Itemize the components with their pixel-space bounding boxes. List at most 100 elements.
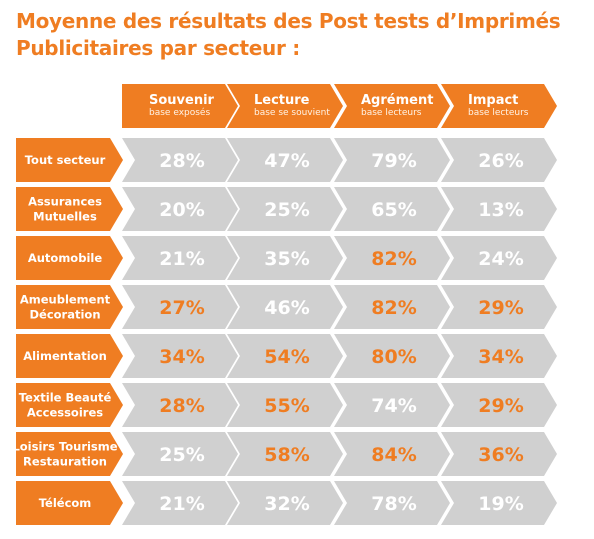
column-header-label: Agrément <box>361 93 433 108</box>
column-header-sublabel: base lecteurs <box>468 108 529 118</box>
row-label-text: Alimentation <box>23 349 107 363</box>
cell-value: 25% <box>159 444 204 466</box>
cell-loisirs-tourisme-restauration-lecture <box>227 432 343 476</box>
column-header-label: Impact <box>468 93 518 108</box>
cell-ameublement-decoration-agrement <box>334 285 450 329</box>
cell-loisirs-tourisme-restauration-souvenir <box>122 432 238 476</box>
cell-telecom-lecture <box>227 481 343 525</box>
column-header-agrement <box>334 84 450 128</box>
cell-tout-secteur-impact <box>441 138 557 182</box>
cell-value: 82% <box>371 297 416 319</box>
row-label-ameublement-decoration <box>16 285 123 329</box>
cell-value: 20% <box>159 199 204 221</box>
cell-value: 47% <box>264 150 309 172</box>
cell-tout-secteur-agrement <box>334 138 450 182</box>
cell-tout-secteur-souvenir <box>122 138 238 182</box>
cell-assurances-mutuelles-lecture <box>227 187 343 231</box>
column-header-sublabel: base se souvient <box>254 108 330 118</box>
cell-value: 34% <box>478 346 523 368</box>
row-label-text: Décoration <box>29 308 100 322</box>
cell-loisirs-tourisme-restauration-impact <box>441 432 557 476</box>
row-label-alimentation <box>16 334 123 378</box>
cell-value: 54% <box>264 346 309 368</box>
cell-value: 79% <box>371 150 416 172</box>
row-label-automobile <box>16 236 123 280</box>
column-header-impact <box>441 84 557 128</box>
column-header-souvenir <box>122 84 238 128</box>
cell-assurances-mutuelles-impact <box>441 187 557 231</box>
cell-automobile-lecture <box>227 236 343 280</box>
cell-telecom-impact <box>441 481 557 525</box>
cell-alimentation-souvenir <box>122 334 238 378</box>
column-header-sublabel: base exposés <box>149 107 210 118</box>
cell-value: 24% <box>478 248 523 270</box>
cell-value: 26% <box>478 150 523 172</box>
cell-value: 46% <box>264 297 309 319</box>
cell-value: 84% <box>371 444 416 466</box>
cell-value: 58% <box>264 444 309 466</box>
cell-value: 80% <box>371 346 416 368</box>
cell-loisirs-tourisme-restauration-agrement <box>334 432 450 476</box>
cell-value: 74% <box>371 395 416 417</box>
cell-value: 28% <box>159 395 204 417</box>
cell-value: 25% <box>264 199 309 221</box>
cell-value: 34% <box>159 346 204 368</box>
row-label-tout-secteur <box>16 138 123 182</box>
row-label-text: Télécom <box>39 496 92 510</box>
cell-value: 78% <box>371 493 416 515</box>
row-label-text: Mutuelles <box>33 210 97 224</box>
cell-value: 21% <box>159 248 204 270</box>
cell-value: 55% <box>264 395 309 417</box>
chart-title-line-2: Publicitaires par secteur : <box>16 36 300 60</box>
cell-textile-beaute-accessoires-agrement <box>334 383 450 427</box>
cell-ameublement-decoration-impact <box>441 285 557 329</box>
cell-automobile-agrement <box>334 236 450 280</box>
row-label-text: Accessoires <box>27 406 103 420</box>
cell-value: 27% <box>159 297 204 319</box>
cell-value: 21% <box>159 493 204 515</box>
column-header-label: Lecture <box>254 93 310 108</box>
row-label-text: Assurances <box>28 195 102 209</box>
cell-textile-beaute-accessoires-impact <box>441 383 557 427</box>
row-label-text: Automobile <box>28 251 102 265</box>
cell-textile-beaute-accessoires-souvenir <box>122 383 238 427</box>
row-label-telecom <box>16 481 123 525</box>
cell-ameublement-decoration-lecture <box>227 285 343 329</box>
cell-value: 82% <box>371 248 416 270</box>
cell-value: 32% <box>264 493 309 515</box>
cell-telecom-agrement <box>334 481 450 525</box>
cell-alimentation-lecture <box>227 334 343 378</box>
cell-alimentation-agrement <box>334 334 450 378</box>
row-label-text: Ameublement <box>20 293 111 307</box>
cell-alimentation-impact <box>441 334 557 378</box>
cell-value: 29% <box>478 395 523 417</box>
column-header-label: Souvenir <box>149 93 215 108</box>
cell-value: 29% <box>478 297 523 319</box>
row-label-loisirs-tourisme-restauration <box>16 432 123 476</box>
row-label-textile-beaute-accessoires <box>16 383 123 427</box>
column-header-lecture <box>227 84 343 128</box>
cell-value: 65% <box>371 199 416 221</box>
cell-value: 13% <box>478 199 523 221</box>
row-label-text: Textile Beauté <box>19 391 112 405</box>
row-label-text: Restauration <box>23 455 107 469</box>
cell-assurances-mutuelles-agrement <box>334 187 450 231</box>
cell-value: 28% <box>159 150 204 172</box>
cell-tout-secteur-lecture <box>227 138 343 182</box>
chart-title-line-1: Moyenne des résultats des Post tests d’I… <box>16 9 561 33</box>
chart-title: Moyenne des résultats des Post tests d’I… <box>16 8 586 62</box>
cell-value: 19% <box>478 493 523 515</box>
cell-automobile-impact <box>441 236 557 280</box>
cell-automobile-souvenir <box>122 236 238 280</box>
cell-value: 36% <box>478 444 523 466</box>
cell-ameublement-decoration-souvenir <box>122 285 238 329</box>
cell-textile-beaute-accessoires-lecture <box>227 383 343 427</box>
cell-value: 35% <box>264 248 309 270</box>
cell-assurances-mutuelles-souvenir <box>122 187 238 231</box>
cell-telecom-souvenir <box>122 481 238 525</box>
row-label-assurances-mutuelles <box>16 187 123 231</box>
row-label-text: Tout secteur <box>25 153 106 167</box>
column-header-sublabel: base lecteurs <box>361 108 422 118</box>
row-label-text: Loisirs Tourisme <box>12 440 117 454</box>
